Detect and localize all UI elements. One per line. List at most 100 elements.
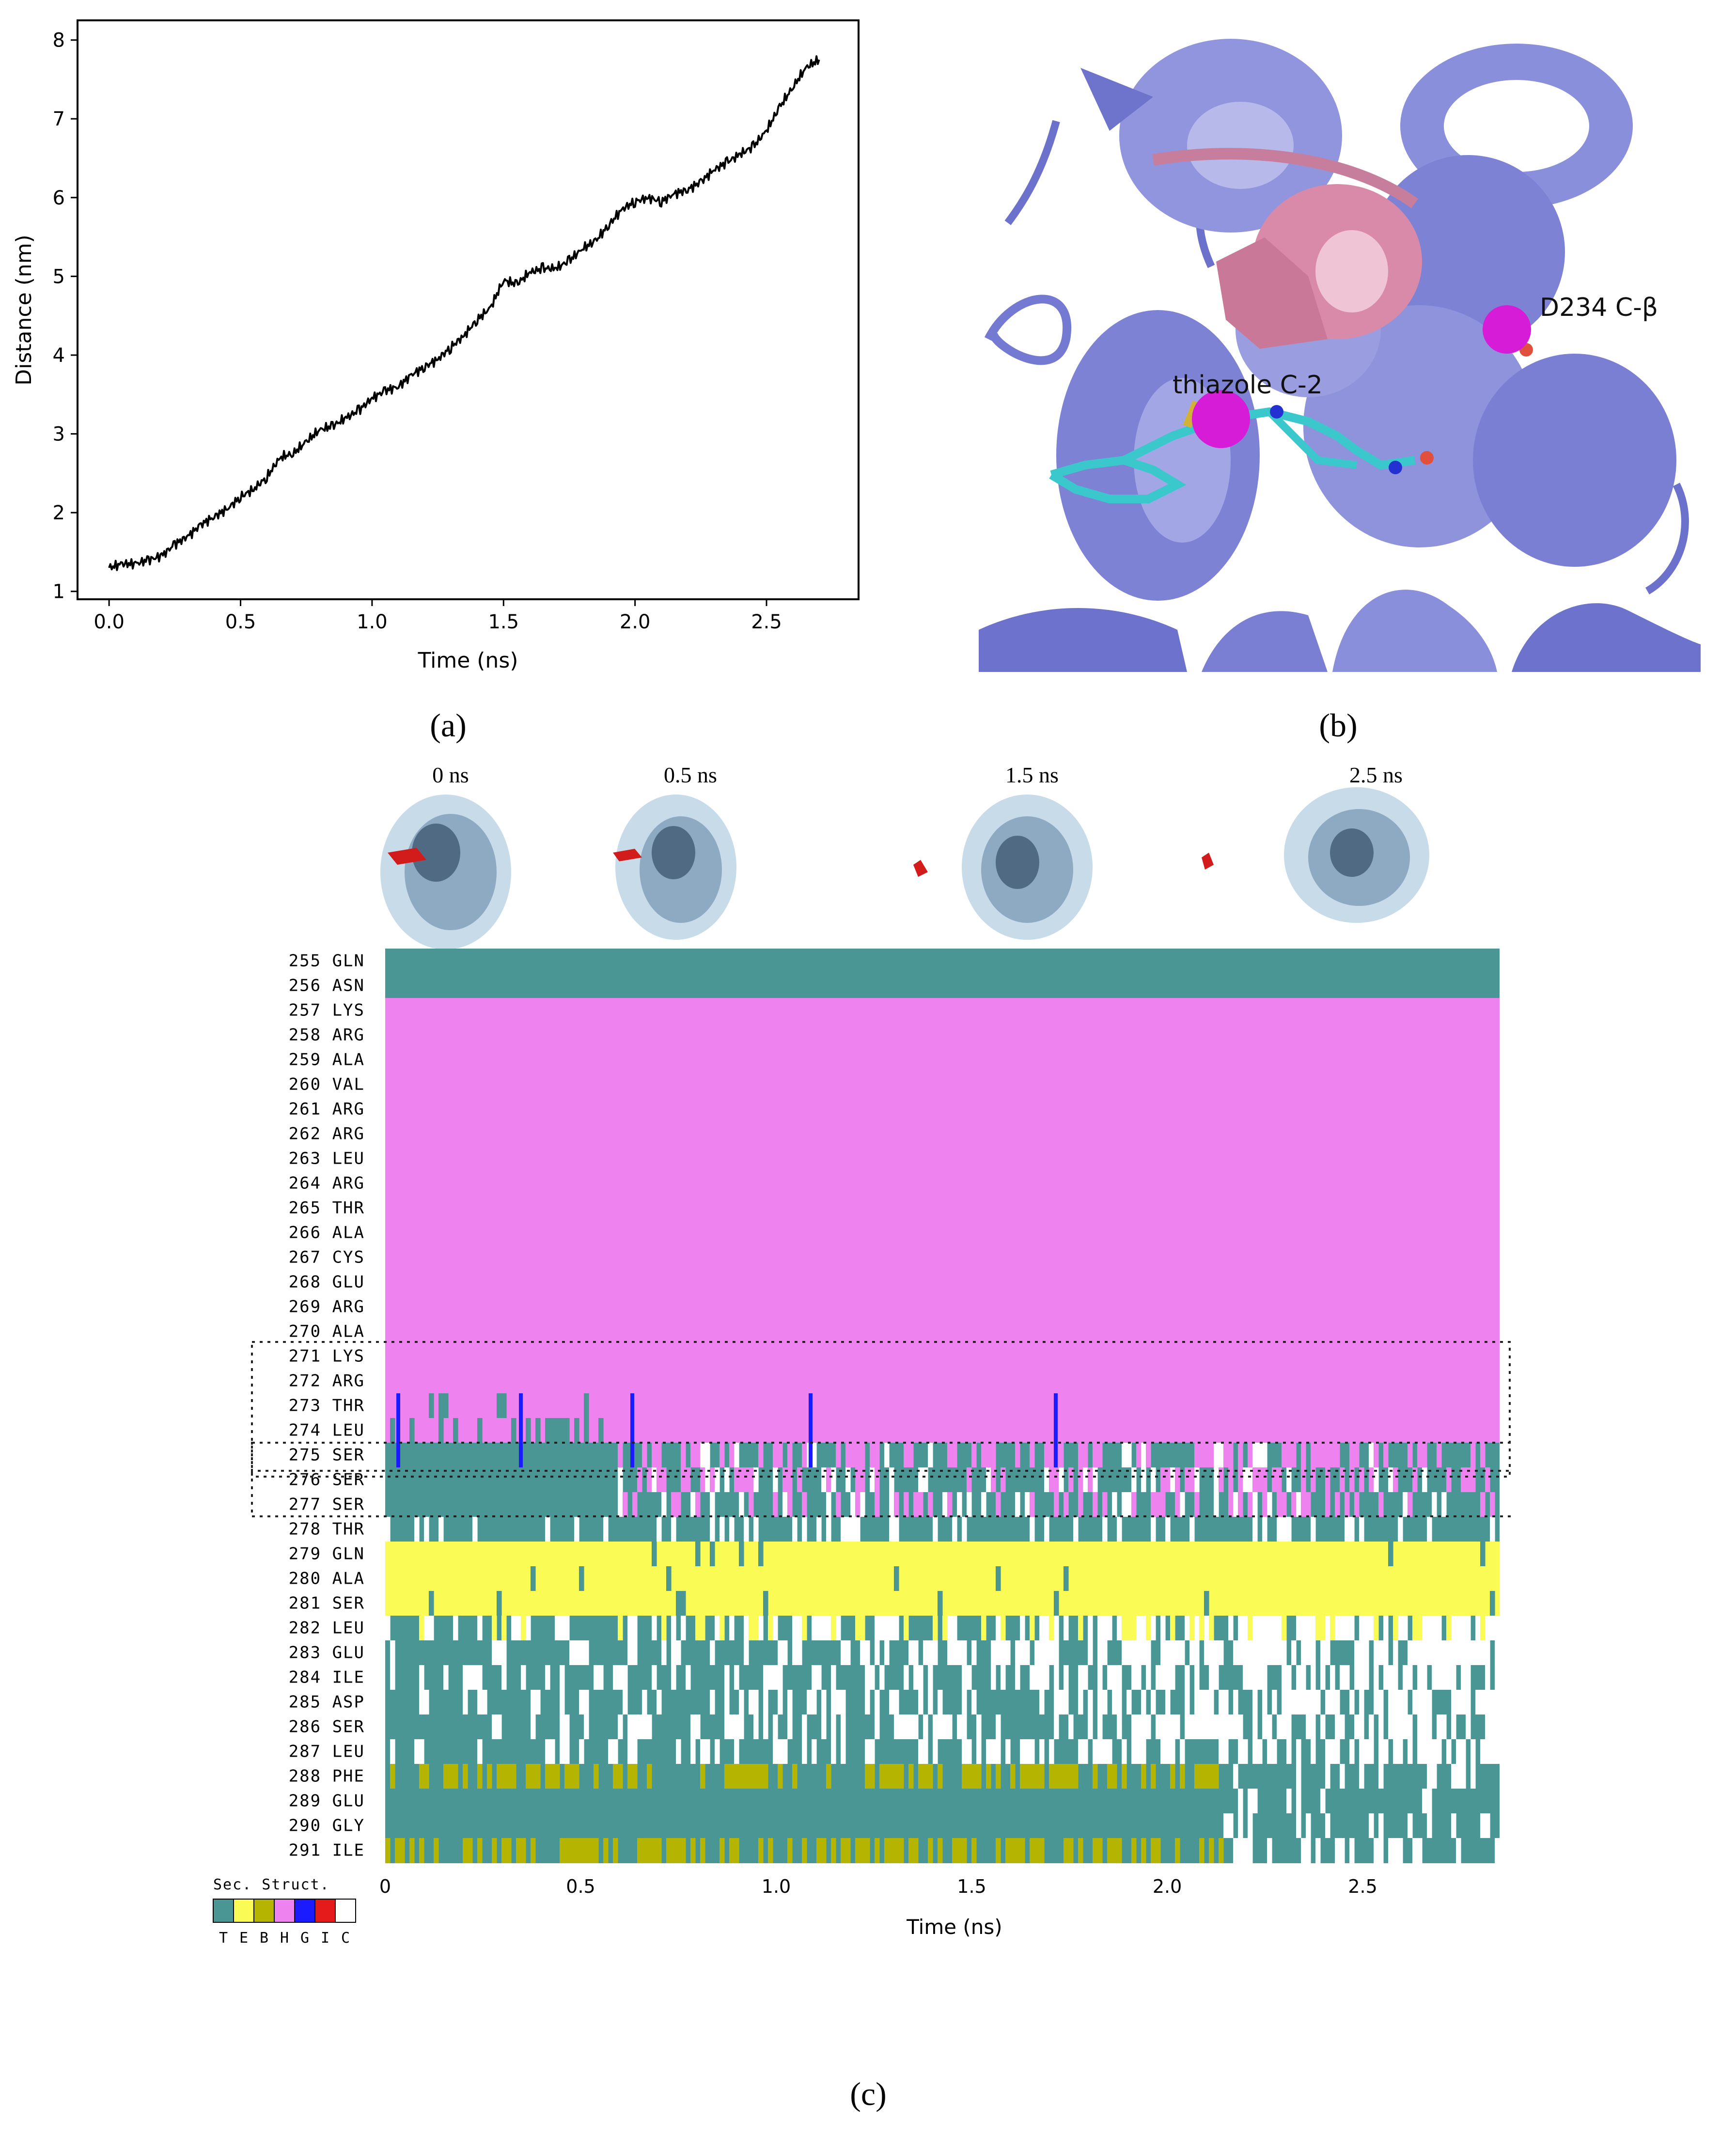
- heatmap-cell: [705, 1443, 710, 1468]
- heatmap-cell: [1349, 1690, 1355, 1715]
- heatmap-cell: [676, 1640, 681, 1666]
- heatmap-cell: [889, 1616, 894, 1641]
- heatmap-cell: [991, 1640, 996, 1666]
- heatmap-cell: [1495, 1640, 1500, 1666]
- heatmap-cell: [1359, 1467, 1364, 1493]
- heatmap-cell: [1325, 1616, 1330, 1641]
- heatmap-cell: [1369, 1813, 1374, 1839]
- heatmap-cell: [782, 1492, 788, 1517]
- heatmap-cell: [642, 1443, 647, 1468]
- heatmap-cell: [1267, 1838, 1272, 1863]
- heatmap-row: [385, 1369, 1500, 1394]
- heatmap-cell: [1175, 1467, 1180, 1493]
- heatmap-cell: [1320, 1789, 1326, 1814]
- heatmap-cell: [1257, 1443, 1263, 1468]
- heatmap-cell: [1398, 1739, 1403, 1764]
- heatmap-cell: [579, 1838, 584, 1863]
- heatmap-cell: [971, 1764, 977, 1789]
- heatmap-cell: [1248, 1640, 1253, 1666]
- heatmap-cell: [1461, 1690, 1466, 1715]
- heatmap-cell: [1345, 1517, 1350, 1542]
- heatmap-cell: [1282, 1665, 1287, 1690]
- heatmap-cell: [1160, 1492, 1166, 1517]
- heatmap-cell: [1233, 1640, 1238, 1666]
- heatmap-cell: [1204, 1764, 1209, 1789]
- residue-label: 286 SER: [289, 1717, 365, 1737]
- heatmap-cell: [1039, 1739, 1045, 1764]
- heatmap-cell: [1030, 1838, 1035, 1863]
- heatmap-cell: [1408, 1813, 1413, 1839]
- heatmap-cell: [579, 1640, 584, 1666]
- heatmap-cell: [1078, 1739, 1083, 1764]
- heatmap-cell: [1146, 1443, 1151, 1468]
- heatmap-cell: [1349, 1443, 1355, 1468]
- heatmap-cell: [1257, 1640, 1263, 1666]
- heatmap-row: [385, 1196, 1500, 1221]
- heatmap-cell: [1393, 1665, 1398, 1690]
- helix-bottom: [1332, 590, 1497, 672]
- heatmap-cell: [1073, 1764, 1079, 1789]
- heatmap-cell: [477, 1665, 483, 1690]
- heatmap-cell: [1165, 1467, 1171, 1493]
- heatmap-cell: [933, 1640, 938, 1666]
- heatmap-cell: [816, 1838, 822, 1863]
- heatmap-cell: [1311, 1665, 1316, 1690]
- residue-label: 256 ASN: [289, 976, 365, 996]
- heatmap-cell: [1136, 1443, 1142, 1468]
- heatmap-cell: [884, 1640, 890, 1666]
- heatmap-cell: [1446, 1640, 1452, 1666]
- heatmap-cell: [618, 1492, 623, 1517]
- heatmap-cell: [1068, 1467, 1074, 1493]
- d234-label: D234 C-β: [1540, 293, 1658, 322]
- helix-g-marker: [519, 1393, 523, 1467]
- heatmap-cell: [1262, 1443, 1267, 1468]
- heatmap-cell: [671, 1517, 676, 1542]
- heatmap-cell: [550, 1418, 555, 1443]
- heatmap-cell: [1068, 1838, 1074, 1863]
- heatmap-cell: [865, 1838, 870, 1863]
- heatmap-cell: [419, 1616, 424, 1641]
- heatmap-cell: [584, 1393, 589, 1418]
- heatmap-cell: [923, 1714, 928, 1740]
- heatmap-cell: [1388, 1838, 1393, 1863]
- heatmap-cell: [1398, 1714, 1403, 1740]
- heatmap-cell: [695, 1616, 701, 1641]
- heatmap-cell: [1039, 1838, 1045, 1863]
- heatmap-cell: [870, 1764, 875, 1789]
- pink-loop: [1152, 148, 1418, 208]
- heatmap-cell: [1214, 1640, 1219, 1666]
- heatmap-cell: [1170, 1467, 1175, 1493]
- heatmap-cell: [812, 1616, 817, 1641]
- heatmap-cell: [928, 1492, 933, 1517]
- heatmap-cell: [918, 1690, 923, 1715]
- heatmap-cell: [1122, 1739, 1127, 1764]
- heatmap-cell: [666, 1838, 672, 1863]
- heatmap-cell: [1432, 1764, 1437, 1789]
- heatmap-cell: [1359, 1714, 1364, 1740]
- heatmap-cell: [942, 1492, 948, 1517]
- heatmap-cell: [947, 1616, 953, 1641]
- heatmap-cell: [778, 1690, 783, 1715]
- heatmap-cell: [1495, 1665, 1500, 1690]
- heatmap-cell: [1335, 1443, 1340, 1468]
- panel-c-secondary-structure: 0 ns 0.5 ns 1.5 ns 2.5 ns: [213, 763, 1512, 1947]
- heatmap-cell: [613, 1739, 618, 1764]
- heatmap-cell: [1335, 1690, 1340, 1715]
- heatmap-cell: [763, 1714, 768, 1740]
- heatmap-cell: [996, 1616, 1001, 1641]
- residue-label: 263 LEU: [289, 1149, 365, 1169]
- heatmap-cell: [821, 1690, 827, 1715]
- heatmap-row: [385, 949, 1500, 974]
- residue-label: 269 ARG: [289, 1297, 365, 1317]
- heatmap-cell: [773, 1714, 778, 1740]
- heatmap-row: [385, 1418, 1500, 1443]
- heatmap-cell: [1243, 1640, 1248, 1666]
- heatmap-cell: [884, 1764, 890, 1789]
- snapshot-2-5ns: [1202, 787, 1429, 923]
- residue-label: 280 ALA: [289, 1569, 365, 1589]
- heatmap-cell: [913, 1640, 919, 1666]
- heatmap-cell: [700, 1616, 705, 1641]
- heatmap-cell: [438, 1393, 444, 1418]
- heatmap-cell: [1034, 1764, 1040, 1789]
- heatmap-cell: [782, 1739, 788, 1764]
